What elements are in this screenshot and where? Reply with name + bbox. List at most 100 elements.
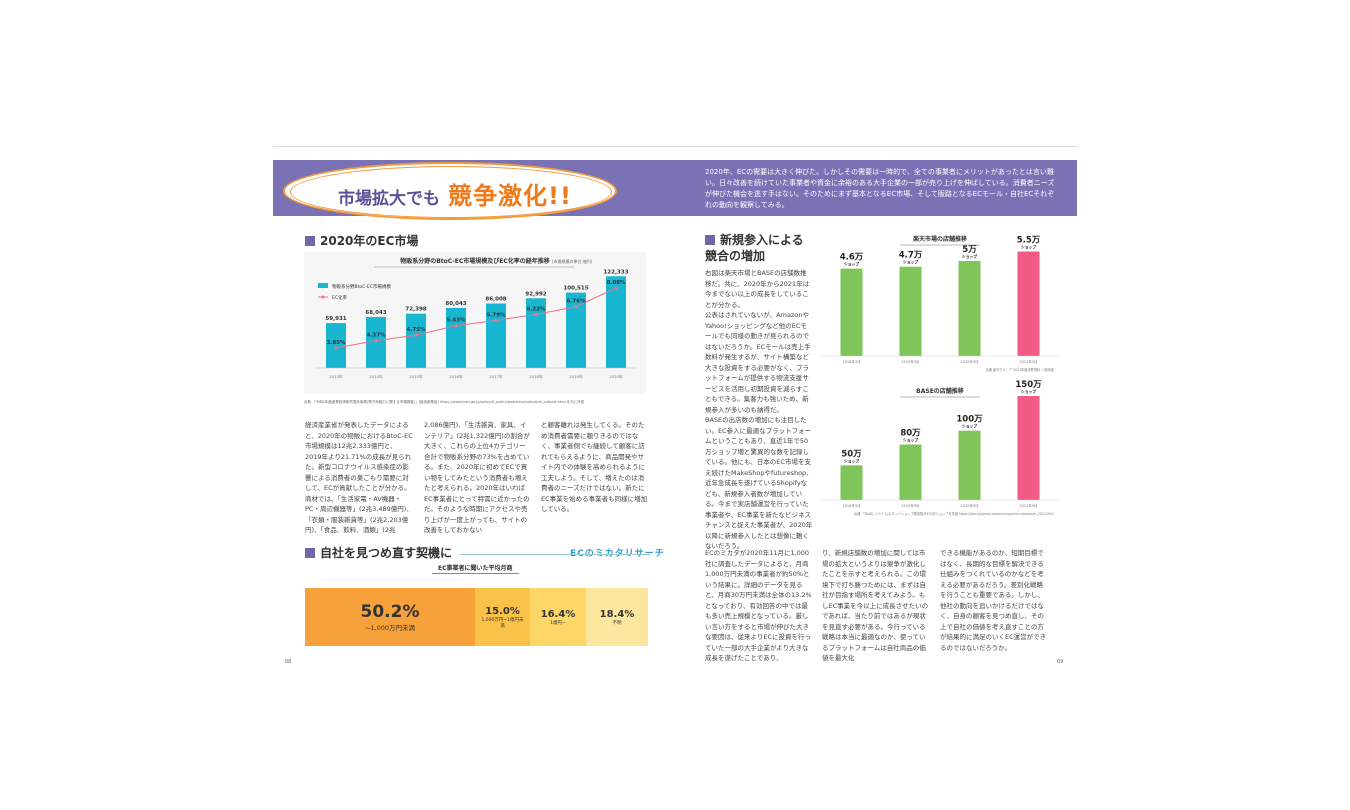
x-tick-label: 2019年9月 bbox=[901, 503, 919, 508]
base-chart: BASEの店舗推移50万ショップ2018年9月80万ショップ2019年9月100… bbox=[822, 380, 1058, 516]
chart-title: 物販系分野のBtoC-EC市場規模及びEC化率の経年推移 bbox=[400, 257, 550, 265]
x-tick-label: 2017年 bbox=[489, 374, 503, 379]
bar-2016年 bbox=[446, 307, 466, 368]
section3-heading: 自社を見つめ直す契機に bbox=[305, 544, 452, 561]
bar-label: 122,333 bbox=[603, 269, 628, 275]
ec-rate-label: 3.85% bbox=[326, 340, 346, 346]
ec-rate-label: 4.75% bbox=[406, 327, 426, 333]
logo-rule bbox=[460, 554, 650, 555]
x-tick-label: 2020年3月 bbox=[960, 359, 978, 364]
bar-value-label: 150万 bbox=[1015, 380, 1042, 390]
bar-2020年9月 bbox=[958, 430, 981, 500]
market-chart: 物販系分野のBtoC-EC市場規模及びEC化率の経年推移 (市場規模の単位:億円… bbox=[316, 257, 636, 379]
bar-2014年 bbox=[366, 316, 386, 368]
segment-over-100m: 16.4% 1億円~ bbox=[530, 588, 586, 646]
bar-unit-label: ショップ bbox=[962, 254, 977, 259]
title-ellipse-outline bbox=[290, 166, 612, 218]
ec-rate-label: 6.22% bbox=[526, 306, 546, 312]
heading-square-icon bbox=[305, 548, 315, 558]
ec-rate-point bbox=[334, 346, 338, 350]
bar-unit-label: ショップ bbox=[962, 424, 977, 429]
bar-unit-label: ショップ bbox=[1021, 245, 1036, 250]
bar-value-label: 5.5万 bbox=[1017, 236, 1041, 246]
bar-label: 92,992 bbox=[525, 291, 546, 297]
bar-value-label: 4.7万 bbox=[899, 251, 923, 261]
bar-value-label: 50万 bbox=[841, 449, 862, 459]
page-number-right: 09 bbox=[1057, 659, 1064, 665]
legend-dot-line bbox=[321, 295, 325, 299]
bar-2019年3月 bbox=[899, 266, 922, 356]
ec-rate-point bbox=[574, 305, 578, 309]
legend-swatch-bars bbox=[318, 283, 328, 288]
banner-title-emphasis: 競争激化!! bbox=[448, 182, 572, 210]
bar-label: 100,515 bbox=[563, 286, 588, 292]
bar-label: 80,043 bbox=[445, 301, 466, 307]
chart-source: 出典 「BASE」(ベイス)のネットショップ開設数が150万ショップを突破 ht… bbox=[854, 511, 1054, 516]
x-tick-label: 2019年 bbox=[569, 374, 583, 379]
bar-2013年 bbox=[326, 323, 346, 368]
ec-rate-point bbox=[534, 312, 538, 316]
section3-body-col3: できる機能があるのか、短期目標ではなく、長期的な目標を解決できる仕組みをつくれて… bbox=[940, 549, 1047, 652]
x-tick-label: 2018年 bbox=[529, 374, 543, 379]
heading-square-icon bbox=[305, 236, 315, 246]
ec-rate-label: 5.79% bbox=[486, 312, 506, 318]
bar-label: 72,398 bbox=[405, 307, 426, 313]
bar-unit-label: ショップ bbox=[844, 458, 859, 463]
legend-label-bars: 物販系分野BtoC-EC市場規模 bbox=[332, 283, 391, 290]
section2-para3: BASEの出店数の増加にも注目したい。EC参入に最適なプラットフォームということ… bbox=[705, 416, 813, 550]
segment-10m-to-100m: 15.0% 1,000万円~1億円未満 bbox=[475, 588, 530, 646]
x-tick-label: 2021年9月 bbox=[1019, 503, 1037, 508]
ec-rate-line bbox=[335, 287, 617, 349]
ec-rate-point bbox=[614, 286, 618, 290]
segment-label: 1,000万円~1億円未満 bbox=[481, 617, 524, 629]
ec-rate-point bbox=[454, 323, 458, 328]
ec-rate-point bbox=[414, 333, 418, 337]
bar-value-label: 100万 bbox=[956, 415, 983, 425]
segment-unknown: 18.4% 不明 bbox=[586, 588, 648, 646]
market-chart-panel: 物販系分野のBtoC-EC市場規模及びEC化率の経年推移 (市場規模の単位:億円… bbox=[304, 252, 646, 394]
bar-2018年 bbox=[526, 298, 546, 368]
segment-pct: 16.4% bbox=[540, 608, 576, 620]
chart-unit: (市場規模の単位:億円) bbox=[552, 258, 593, 264]
x-tick-label: 2013年 bbox=[329, 374, 343, 379]
legend-label-line: EC化率 bbox=[332, 294, 347, 301]
segment-label: 不明 bbox=[612, 620, 622, 626]
chart-source: 出典 楽天グループ 2021年度決算資料 一部改変 bbox=[986, 367, 1055, 372]
bar-label: 86,008 bbox=[485, 296, 506, 302]
segment-pct: 15.0% bbox=[485, 605, 520, 617]
rakuten-chart-panel: 楽天市場の店舗推移 4.6万 ショップ 2018年3月 4.7万 ショップ 2019年3月 5… bbox=[822, 228, 1058, 378]
section2-body: 右図は楽天市場とBASEの店舗数推移だ。共に、2020年から2021年は今までな… bbox=[705, 268, 813, 552]
bar-2015年 bbox=[406, 313, 426, 368]
bar-label: 59,931 bbox=[325, 316, 346, 322]
section1-body-col1: 経済産業省が発表したデータによると、2020年の物販におけるBtoC-EC市場規… bbox=[305, 421, 413, 534]
chart-title: BASEの店舗推移 bbox=[916, 387, 964, 395]
ec-rate-label: 4.37% bbox=[366, 333, 386, 339]
bar-2020年3月 bbox=[958, 261, 981, 356]
x-tick-label: 2020年 bbox=[609, 374, 623, 379]
bar-label: 68,043 bbox=[365, 310, 386, 316]
section1-heading: 2020年のEC市場 bbox=[305, 232, 418, 249]
bar-2020年 bbox=[606, 276, 626, 368]
segment-pct: 50.2% bbox=[360, 602, 420, 622]
heading-square-icon bbox=[705, 235, 715, 245]
bar-value-label: 5万 bbox=[962, 245, 977, 255]
page-number-left: 08 bbox=[285, 659, 292, 665]
bar-unit-label: ショップ bbox=[903, 260, 918, 265]
x-tick-label: 2019年3月 bbox=[901, 359, 919, 364]
ec-rate-point bbox=[494, 318, 498, 323]
banner-title-lead: 市場拡大でも bbox=[338, 189, 440, 209]
bar-value-label: 4.6万 bbox=[840, 253, 864, 263]
chart-title: 楽天市場の店舗推移 bbox=[912, 235, 967, 243]
bar-2018年3月 bbox=[840, 268, 863, 356]
bar-2019年 bbox=[566, 292, 586, 368]
ec-mikata-logo: ECのミカタリサーチ bbox=[570, 549, 665, 559]
chart-source: 出典 「令和2年度産業経済研究委託事業(電子商取引に関する市場調査)」(経済産業… bbox=[304, 400, 585, 404]
x-tick-label: 2018年3月 bbox=[842, 359, 860, 364]
section1-body-col3: と顧客離れは発生してくる。そのため消費者需要に頼りきるのではなく、事業者側でも継… bbox=[541, 421, 648, 513]
x-tick-label: 2018年9月 bbox=[842, 503, 860, 508]
section2-para1: 右図は楽天市場とBASEの店舗数推移だ。共に、2020年から2021年は今までな… bbox=[705, 269, 810, 309]
monthly-sales-strip: 50.2% ~1,000万円未満 15.0% 1,000万円~1億円未満 16.… bbox=[305, 588, 648, 646]
segment-label: 1億円~ bbox=[550, 620, 566, 626]
section3-body-col2: り、新規店舗数の増加に関しては市場の拡大というよりは競争が激化したことを示すと考… bbox=[822, 549, 929, 662]
bar-value-label: 80万 bbox=[900, 429, 921, 439]
